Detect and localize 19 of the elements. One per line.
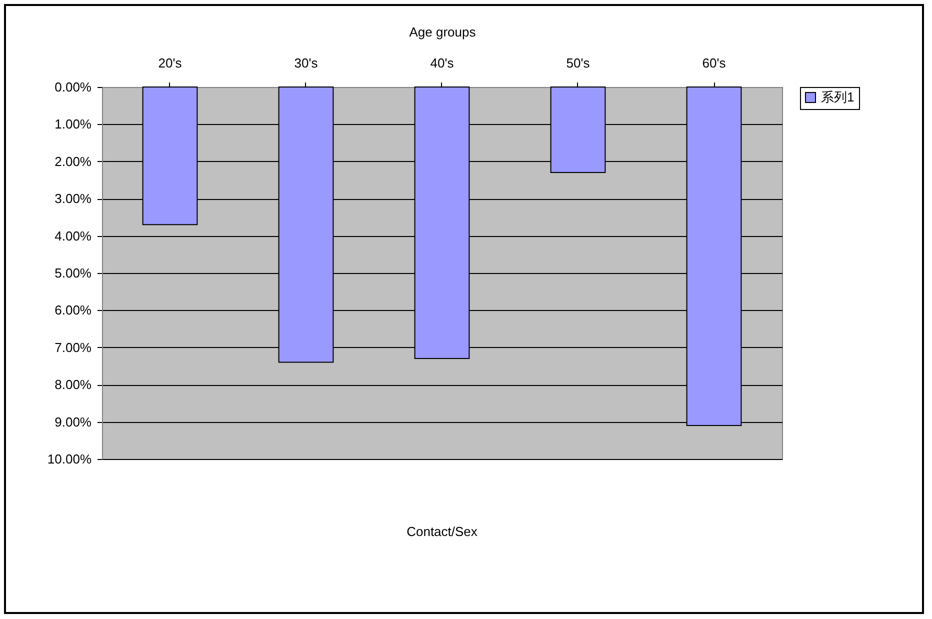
x-axis-title: Age groups [409, 24, 476, 40]
text: Contact/Sex [406, 524, 478, 539]
x-tick-label: 40's [430, 56, 454, 70]
x-tick-label: 60's [702, 56, 726, 70]
y-tick-label: 5.00% [54, 266, 92, 280]
y-tick-label: 0.00% [54, 80, 92, 94]
y-tick-label: 3.00% [54, 191, 92, 206]
y-tick-label: 1.00% [54, 116, 92, 132]
y-tick-label: 4.00% [54, 228, 92, 244]
y-tick-label: 8.00% [54, 377, 92, 392]
legend-label: 系列1 [821, 90, 854, 104]
y-tick-label: 10.00% [47, 452, 92, 466]
y-tick-label: 9.00% [54, 414, 92, 430]
y-tick-label: 2.00% [54, 154, 92, 169]
y-tick-label: 6.00% [54, 302, 92, 318]
x-tick-label: 20's [158, 56, 182, 70]
y-tick-label: 7.00% [54, 340, 92, 355]
x-tick-label: 30's [294, 56, 318, 70]
x-tick-label: 50's [566, 56, 590, 70]
